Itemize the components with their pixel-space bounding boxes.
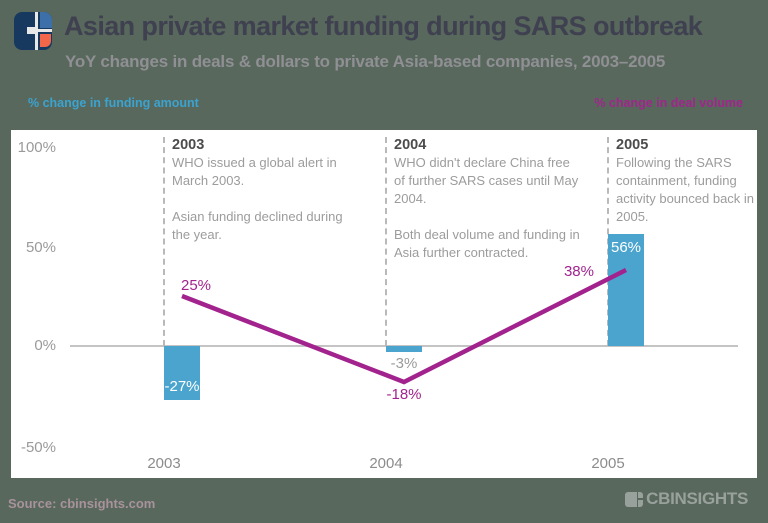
- annotation-text: Asian funding declined during the year.: [172, 209, 343, 242]
- line-value-label: -18%: [386, 386, 422, 403]
- deal-volume-line-chart: [181, 267, 628, 385]
- bar-value-label: 56%: [610, 239, 642, 256]
- funding-bar: 56%: [608, 234, 644, 346]
- dashed-gridline-2003: [163, 137, 165, 346]
- annotation-text: Both deal volume and funding in Asia fur…: [394, 227, 580, 260]
- y-axis-tick: 0%: [34, 337, 56, 354]
- source-attribution: Source: cbinsights.com: [8, 496, 156, 511]
- annotation-2004: 2004 WHO didn't declare China free of fu…: [394, 136, 582, 262]
- y-axis-tick: 50%: [25, 239, 56, 256]
- cbinsights-logo-icon: [14, 12, 52, 50]
- deal-volume-line: [181, 267, 628, 385]
- funding-bar: -27%: [164, 346, 200, 400]
- annotation-year: 2004: [394, 137, 427, 153]
- cbinsights-footer-icon: [625, 491, 644, 507]
- dashed-gridline-2004: [385, 137, 387, 346]
- x-axis-tick: 2004: [369, 455, 403, 472]
- annotation-text: WHO issued a global alert in March 2003.: [172, 155, 337, 188]
- chart-plot-area: 100% 50% 0% -50% 2003 WHO issued a globa…: [11, 130, 757, 478]
- line-value-label: 38%: [563, 263, 594, 280]
- x-axis-tick: 2005: [591, 455, 625, 472]
- y-axis-tick: -50%: [20, 439, 56, 456]
- x-axis-tick: 2003: [147, 455, 181, 472]
- annotation-2003: 2003 WHO issued a global alert in March …: [172, 136, 357, 244]
- bar-value-label: -3%: [390, 355, 418, 372]
- legend-funding-amount: % change in funding amount: [28, 96, 199, 110]
- cbinsights-wordmark: CBINSIGHTS: [625, 489, 748, 509]
- annotation-year: 2005: [616, 137, 649, 153]
- annotation-text: WHO didn't declare China free of further…: [394, 155, 579, 206]
- annotation-2005: 2005 Following the SARS containment, fun…: [616, 136, 768, 226]
- chart-subtitle: YoY changes in deals & dollars to privat…: [65, 52, 666, 71]
- legend-deal-volume: % change in deal volume: [594, 96, 743, 110]
- funding-bar: -3%: [386, 346, 422, 372]
- annotation-text: Following the SARS containment, funding …: [616, 155, 755, 224]
- line-value-label: 25%: [180, 277, 212, 294]
- y-axis-tick: 100%: [17, 139, 56, 156]
- annotation-year: 2003: [172, 137, 205, 153]
- bar-value-label: -27%: [164, 378, 200, 395]
- brand-name: CBINSIGHTS: [646, 489, 748, 508]
- chart-title: Asian private market funding during SARS…: [64, 11, 703, 41]
